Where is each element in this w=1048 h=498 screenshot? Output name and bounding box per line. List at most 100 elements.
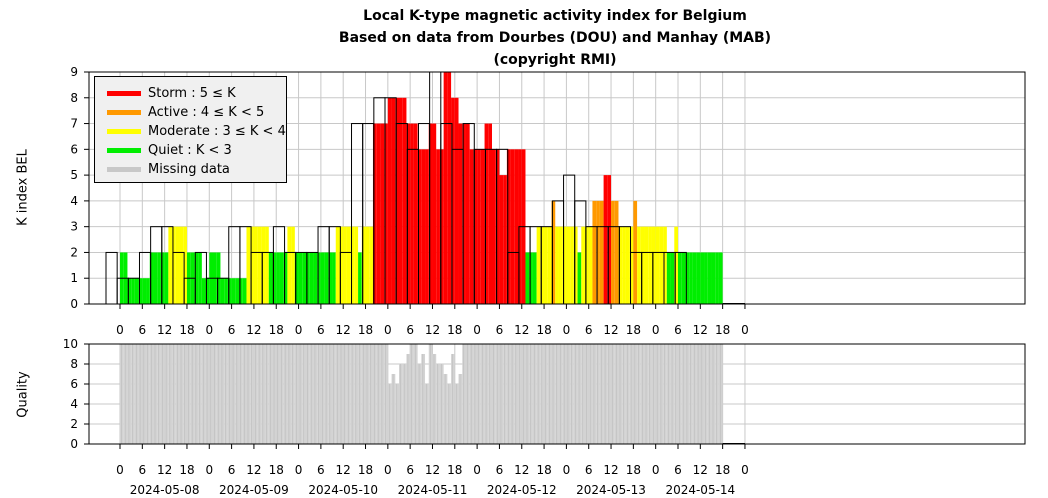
quality-xtick-label: 6 <box>138 463 146 477</box>
k-hourly-bar <box>618 226 623 304</box>
k-hourly-bar <box>231 278 236 304</box>
k-xtick-label: 12 <box>603 323 618 337</box>
quality-bar <box>581 344 585 444</box>
k-xtick-label: 0 <box>116 323 124 337</box>
k-hourly-bar <box>663 226 667 304</box>
quality-bar <box>328 344 333 444</box>
quality-bar <box>495 344 500 444</box>
quality-bar <box>194 344 199 444</box>
quality-xtick-label: 18 <box>447 463 462 477</box>
k-hourly-bar <box>648 226 652 304</box>
k-hourly-bar <box>134 278 139 304</box>
k-hourly-bar <box>666 252 671 304</box>
quality-bar <box>313 344 318 444</box>
quality-xtick-label: 6 <box>585 463 593 477</box>
k-hourly-bar <box>480 149 485 304</box>
quality-bar <box>172 344 176 444</box>
k-hourly-bar <box>655 226 660 304</box>
quality-bar <box>473 344 478 444</box>
k-hourly-bar <box>317 252 321 304</box>
k-hourly-bar <box>689 252 693 304</box>
k-hourly-bar <box>599 200 604 304</box>
k-hourly-bar <box>596 200 600 304</box>
k-hourly-bar <box>372 123 377 304</box>
legend-item-active: Active : 4 ≤ K < 5 <box>107 103 264 121</box>
k-hourly-bar <box>413 123 418 304</box>
quality-bar <box>588 344 593 444</box>
quality-xtick-label: 0 <box>116 463 124 477</box>
quality-bar <box>458 374 463 444</box>
k-hourly-bar <box>175 226 180 304</box>
quality-bar <box>618 344 623 444</box>
k-hourly-bar <box>674 226 678 304</box>
quality-bar <box>570 344 574 444</box>
k-hourly-bar <box>332 252 336 304</box>
k-ytick-label: 3 <box>70 220 78 234</box>
quality-bar <box>514 344 519 444</box>
quality-bar <box>678 344 682 444</box>
legend-swatch-quiet <box>107 147 141 153</box>
quality-bar <box>443 374 448 444</box>
quality-bar <box>376 344 381 444</box>
k-hourly-bar <box>127 278 132 304</box>
quality-bar <box>711 344 716 444</box>
quality-bar <box>607 344 612 444</box>
quality-bar <box>506 344 511 444</box>
quality-bar <box>484 344 489 444</box>
k-xtick-label: 0 <box>205 323 213 337</box>
k-hourly-bar <box>194 252 199 304</box>
quality-bar <box>469 344 474 444</box>
k-hourly-bar <box>551 200 556 304</box>
k-hourly-bar <box>320 252 325 304</box>
quality-bar <box>298 344 303 444</box>
quality-bar <box>164 344 169 444</box>
quality-bar <box>127 344 132 444</box>
quality-xtick-label: 6 <box>228 463 236 477</box>
k-hourly-bar <box>700 252 705 304</box>
k-xtick-label: 12 <box>425 323 440 337</box>
quality-bar <box>692 344 697 444</box>
k-hourly-bar <box>544 226 548 304</box>
k-hourly-bar <box>678 252 682 304</box>
quality-date-label: 2024-05-09 <box>219 483 289 497</box>
quality-date-label: 2024-05-11 <box>398 483 468 497</box>
k-xtick-label: 0 <box>384 323 392 337</box>
k-hourly-bar <box>607 175 612 304</box>
quality-bar <box>387 384 392 444</box>
quality-bar <box>573 344 578 444</box>
quality-xtick-label: 6 <box>317 463 325 477</box>
k-hourly-bar <box>168 226 173 304</box>
quality-bar <box>465 344 470 444</box>
k-ytick-label: 9 <box>70 65 78 79</box>
k-xtick-label: 6 <box>317 323 325 337</box>
k-hourly-bar <box>402 97 407 305</box>
quality-plot-frame <box>88 343 1026 445</box>
k-hourly-bar <box>451 97 455 305</box>
quality-bar <box>499 344 504 444</box>
quality-bar <box>477 344 481 444</box>
quality-bar <box>380 344 385 444</box>
quality-bar <box>451 354 455 444</box>
k-xtick-label: 18 <box>179 323 194 337</box>
k-hourly-bar <box>525 252 530 304</box>
k-hourly-bar <box>555 226 559 304</box>
k-hourly-bar <box>529 252 533 304</box>
k-hourly-bar <box>406 123 411 304</box>
quality-xtick-label: 0 <box>205 463 213 477</box>
quality-bar <box>123 344 128 444</box>
k-xtick-label: 6 <box>674 323 682 337</box>
k-hourly-bar <box>257 226 262 304</box>
k-hourly-bar <box>417 149 422 304</box>
quality-xtick-label: 12 <box>157 463 172 477</box>
k-xtick-label: 18 <box>715 323 730 337</box>
quality-bar <box>246 344 251 444</box>
quality-bar <box>131 344 135 444</box>
k-hourly-bar <box>198 252 202 304</box>
k-hourly-bar <box>614 200 619 304</box>
quality-bar <box>704 344 708 444</box>
k-hourly-bar <box>164 252 169 304</box>
k-hourly-bar <box>629 226 634 304</box>
quality-ytick-label: 10 <box>63 337 78 351</box>
k-xtick-label: 12 <box>157 323 172 337</box>
k-hourly-bar <box>506 149 511 304</box>
